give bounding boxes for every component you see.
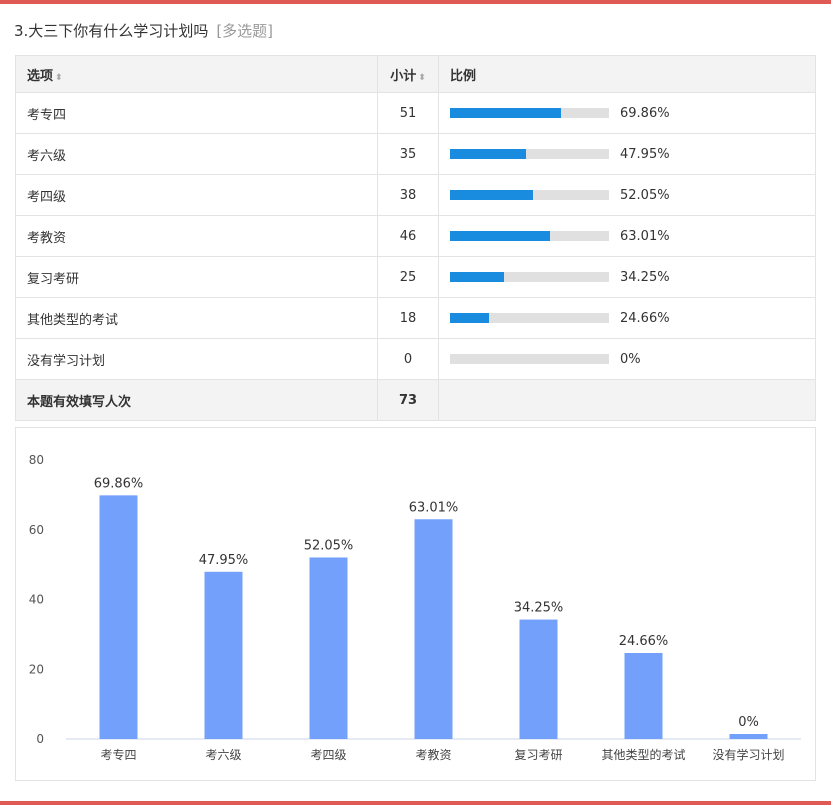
table-row: 复习考研 25 34.25% — [15, 256, 816, 298]
y-tick-label: 80 — [29, 453, 44, 467]
option-cell: 其他类型的考试 — [15, 297, 378, 339]
column-header-option[interactable]: 选项 ⬍ — [15, 55, 378, 93]
count-cell: 0 — [377, 338, 439, 380]
data-label: 34.25% — [514, 601, 564, 616]
total-label: 本题有效填写人次 — [15, 379, 378, 421]
ratio-cell: 63.01% — [438, 215, 816, 257]
table-row: 考教资 46 63.01% — [15, 215, 816, 257]
y-tick-label: 0 — [36, 732, 44, 746]
table-row: 没有学习计划 0 0% — [15, 338, 816, 380]
option-cell: 考教资 — [15, 215, 378, 257]
ratio-cell: 52.05% — [438, 174, 816, 216]
percent-text: 69.86% — [620, 105, 670, 121]
results-table: 选项 ⬍ 小计 ⬍ 比例 考专四 51 69.86% 考六级 35 47.95% 考四级… — [15, 55, 816, 421]
option-cell: 考专四 — [15, 92, 378, 134]
progress-bar — [450, 149, 609, 159]
option-cell: 考四级 — [15, 174, 378, 216]
percent-text: 24.66% — [620, 310, 670, 326]
ratio-cell: 34.25% — [438, 256, 816, 298]
y-tick-label: 20 — [29, 662, 44, 676]
sort-icon[interactable]: ⬍ — [55, 72, 63, 83]
question-text: 3.大三下你有什么学习计划吗 — [14, 22, 209, 40]
bar — [309, 557, 348, 739]
bar — [519, 619, 558, 739]
percent-text: 0% — [620, 351, 641, 367]
progress-bar — [450, 313, 609, 323]
bar — [624, 652, 663, 739]
y-tick-label: 60 — [29, 523, 44, 537]
table-row: 考六级 35 47.95% — [15, 133, 816, 175]
percent-text: 52.05% — [620, 187, 670, 203]
count-cell: 51 — [377, 92, 439, 134]
progress-bar — [450, 272, 609, 282]
table-row: 考四级 38 52.05% — [15, 174, 816, 216]
data-label: 69.86% — [94, 476, 144, 491]
ratio-cell: 69.86% — [438, 92, 816, 134]
column-header-ratio: 比例 — [438, 55, 816, 93]
data-label: 47.95% — [199, 553, 249, 568]
progress-fill — [450, 272, 505, 282]
top-accent-bar — [0, 0, 831, 4]
x-tick-label: 考教资 — [415, 747, 451, 762]
x-tick-label: 考六级 — [205, 748, 241, 762]
total-count: 73 — [377, 379, 439, 421]
count-cell: 38 — [377, 174, 439, 216]
count-cell: 46 — [377, 215, 439, 257]
data-label: 24.66% — [619, 634, 669, 649]
option-cell: 没有学习计划 — [15, 338, 378, 380]
column-header-count[interactable]: 小计 ⬍ — [377, 55, 439, 93]
header-label: 选项 — [27, 68, 54, 84]
total-empty — [438, 379, 816, 421]
option-cell: 复习考研 — [15, 256, 378, 298]
bar — [99, 495, 138, 739]
x-tick-label: 复习考研 — [514, 748, 562, 762]
sort-icon[interactable]: ⬍ — [418, 72, 426, 83]
x-tick-label: 考四级 — [310, 748, 346, 762]
progress-fill — [450, 190, 533, 200]
y-tick-label: 40 — [29, 593, 44, 607]
ratio-cell: 24.66% — [438, 297, 816, 339]
progress-bar — [450, 108, 609, 118]
header-label: 小计 — [390, 68, 417, 84]
progress-fill — [450, 231, 551, 241]
count-cell: 18 — [377, 297, 439, 339]
bar — [414, 519, 453, 739]
count-cell: 25 — [377, 256, 439, 298]
progress-fill — [450, 149, 527, 159]
progress-fill — [450, 108, 562, 118]
data-label: 0% — [738, 715, 759, 730]
bottom-accent-bar — [0, 801, 831, 805]
bar-chart-panel: 0 20 40 60 80 69.86% 考专四 47.95% 考六级 52.05% 考四级 63.0… — [15, 427, 816, 781]
ratio-cell: 47.95% — [438, 133, 816, 175]
x-tick-label: 没有学习计划 — [712, 747, 784, 762]
option-cell: 考六级 — [15, 133, 378, 175]
question-title: 3.大三下你有什么学习计划吗 [多选题] — [14, 20, 273, 41]
percent-text: 63.01% — [620, 228, 670, 244]
progress-fill — [450, 313, 490, 323]
data-label: 52.05% — [304, 538, 354, 553]
question-type-tag: [多选题] — [216, 22, 274, 40]
percent-text: 47.95% — [620, 146, 670, 162]
percent-text: 34.25% — [620, 269, 670, 285]
total-row: 本题有效填写人次 73 — [15, 379, 816, 421]
bar-chart: 0 20 40 60 80 69.86% 考专四 47.95% 考六级 52.05% 考四级 63.0… — [29, 453, 801, 762]
x-tick-label: 其他类型的考试 — [601, 747, 685, 762]
progress-bar — [450, 190, 609, 200]
bar — [729, 734, 768, 739]
data-label: 63.01% — [409, 500, 459, 515]
progress-bar — [450, 231, 609, 241]
table-row: 其他类型的考试 18 24.66% — [15, 297, 816, 339]
bar — [204, 571, 243, 739]
table-row: 考专四 51 69.86% — [15, 92, 816, 134]
x-tick-label: 考专四 — [100, 747, 136, 762]
ratio-cell: 0% — [438, 338, 816, 380]
count-cell: 35 — [377, 133, 439, 175]
progress-bar — [450, 354, 609, 364]
